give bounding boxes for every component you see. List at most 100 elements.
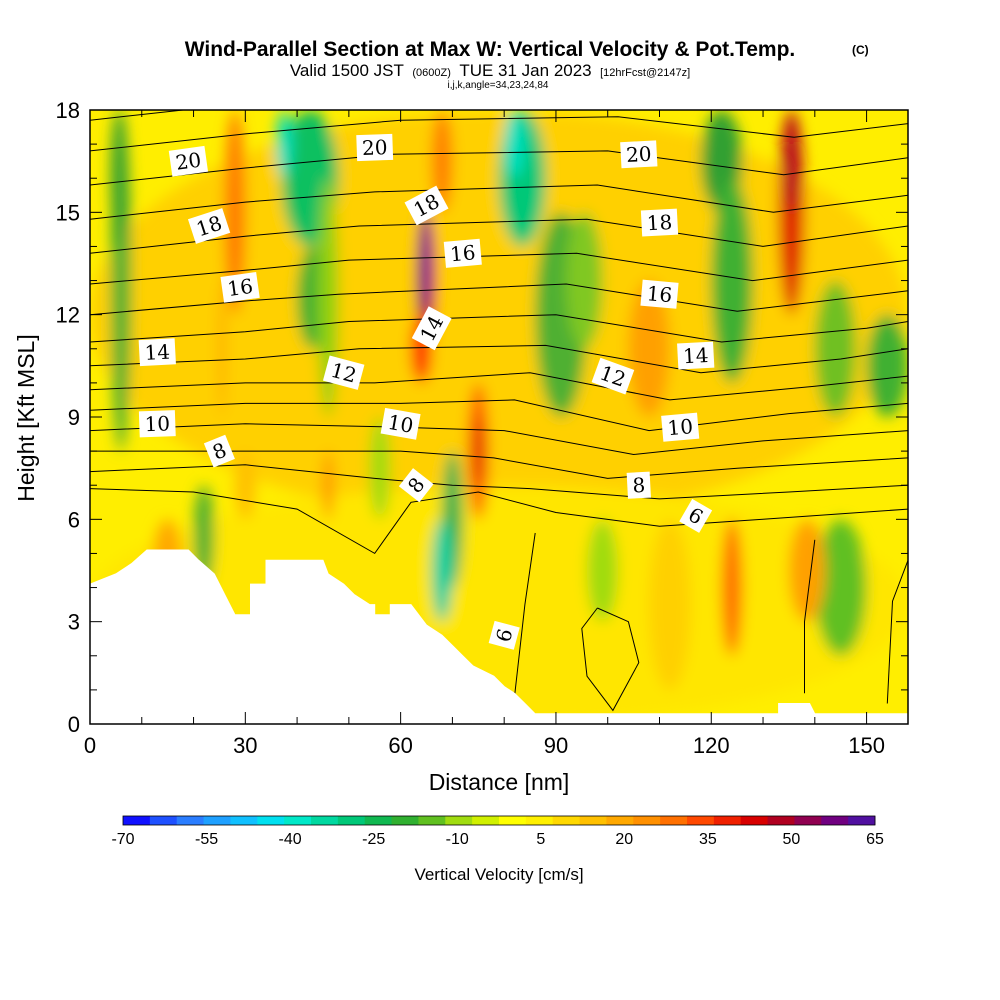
y-tick-label: 9	[68, 405, 80, 430]
axis-ticks	[89, 109, 908, 725]
x-tick-label: 150	[848, 733, 885, 758]
colorbar-cell	[391, 816, 419, 825]
colorbar-cell	[176, 816, 204, 825]
colorbar-tick-label: 50	[783, 831, 801, 848]
y-tick-label: 18	[56, 98, 80, 123]
theta-label: 20	[168, 145, 209, 177]
theta-label-text: 16	[226, 274, 255, 301]
colorbar-cell	[606, 816, 634, 825]
theta-label-text: 18	[646, 210, 673, 235]
colorbar-frame	[122, 815, 876, 826]
terrain-mask	[90, 549, 908, 724]
theta-label-bg	[187, 208, 231, 244]
colorbar-cell	[284, 816, 312, 825]
theta-contour-line	[90, 344, 908, 374]
colorbar-cell	[311, 816, 339, 825]
colorbar-cell	[230, 816, 258, 825]
theta-contour-line	[581, 607, 640, 712]
theta-label-bg	[138, 410, 176, 438]
theta-label-bg	[591, 357, 635, 395]
colorbar-tick-label: -40	[279, 831, 302, 848]
colorbar-cell	[579, 816, 607, 825]
velocity-cell	[711, 178, 753, 383]
colorbar-title: Vertical Velocity [cm/s]	[414, 865, 583, 884]
theta-label-bg	[398, 468, 434, 503]
theta-contour-line	[90, 116, 908, 152]
y-tick-label: 15	[56, 200, 80, 225]
theta-label-text: 20	[625, 142, 652, 167]
colorbar-cell	[149, 816, 178, 825]
section-indices: i,j,k,angle=34,23,24,84	[448, 80, 549, 91]
theta-contour-line	[90, 488, 908, 555]
colorbar: -70 -55 -40 -25 -10 5 20 35 50 65 Vertical Veloci…	[111, 815, 884, 884]
x-tick-labels: 0 30 60 90 120 150	[84, 733, 885, 758]
colorbar-cell	[364, 816, 392, 825]
theta-label: 10	[661, 412, 700, 442]
theta-contour-line	[90, 464, 908, 500]
colorbar-cell	[767, 816, 795, 825]
theta-label: 8	[203, 434, 235, 468]
theta-label-bg	[220, 272, 260, 303]
theta-label-bg	[404, 185, 449, 226]
theta-label: 18	[187, 208, 231, 244]
velocity-cell	[814, 519, 867, 656]
x-tick-label: 0	[84, 733, 96, 758]
valid-utc: (0600Z)	[412, 67, 451, 79]
velocity-cell	[566, 212, 603, 349]
colorbar-cell	[848, 816, 876, 825]
theta-label-bg	[640, 208, 679, 237]
colorbar-cell	[660, 816, 688, 825]
colorbar-cell	[257, 816, 285, 825]
theta-contour-line	[90, 423, 908, 456]
colorbar-cell	[821, 816, 849, 825]
theta-label-text: 16	[449, 240, 476, 266]
colorbar-cell	[525, 816, 554, 825]
y-tick-label: 3	[68, 610, 80, 635]
theta-label-bg	[488, 620, 520, 650]
theta-label-text: 10	[386, 410, 415, 438]
colorbar-cell	[203, 816, 231, 825]
colorbar-tick-label: -25	[362, 831, 385, 848]
colorbar-tick-label: 65	[866, 831, 884, 848]
theta-label: 12	[322, 355, 365, 390]
velocity-cell	[224, 110, 246, 315]
theta-label-text: 20	[174, 148, 203, 175]
theta-label-bg	[411, 306, 452, 351]
velocity-cell	[431, 519, 453, 622]
chart-title: Wind-Parallel Section at Max W: Vertical…	[185, 38, 796, 61]
y-tick-label: 0	[68, 712, 80, 737]
theta-label: 14	[677, 341, 715, 370]
velocity-cell	[322, 451, 334, 520]
velocity-cell	[219, 280, 225, 417]
theta-contour-line	[90, 184, 908, 220]
colorbar-tick-label: -10	[446, 831, 469, 848]
velocity-cell	[110, 110, 127, 247]
velocity-cell	[421, 212, 432, 315]
x-tick-label: 120	[693, 733, 730, 758]
colorbar-cells	[123, 816, 876, 825]
theta-label-bg	[620, 140, 658, 169]
velocity-cell	[504, 110, 525, 179]
theta-label-bg	[443, 238, 482, 268]
velocity-cell	[649, 519, 691, 690]
theta-label-bg	[356, 133, 394, 162]
theta-label-text: 6	[491, 626, 517, 645]
valid-prefix: Valid 1500 JST	[290, 61, 404, 80]
theta-contour-line	[90, 372, 908, 401]
theta-label-bg	[322, 355, 365, 390]
colorbar-tick-labels: -70 -55 -40 -25 -10 5 20 35 50 65	[111, 831, 884, 848]
theta-label: 18	[640, 208, 679, 237]
theta-label-bg	[677, 341, 715, 370]
colorbar-tick-label: 5	[536, 831, 545, 848]
x-axis-label: Distance [nm]	[429, 769, 570, 795]
colorbar-cell	[123, 816, 151, 825]
theta-label-text: 20	[362, 135, 388, 160]
theta-contour-line	[90, 150, 908, 186]
velocity-cell	[369, 417, 391, 520]
theta-label-text: 10	[666, 414, 693, 440]
velocity-cell	[866, 314, 908, 418]
theta-contour-line	[90, 283, 908, 316]
